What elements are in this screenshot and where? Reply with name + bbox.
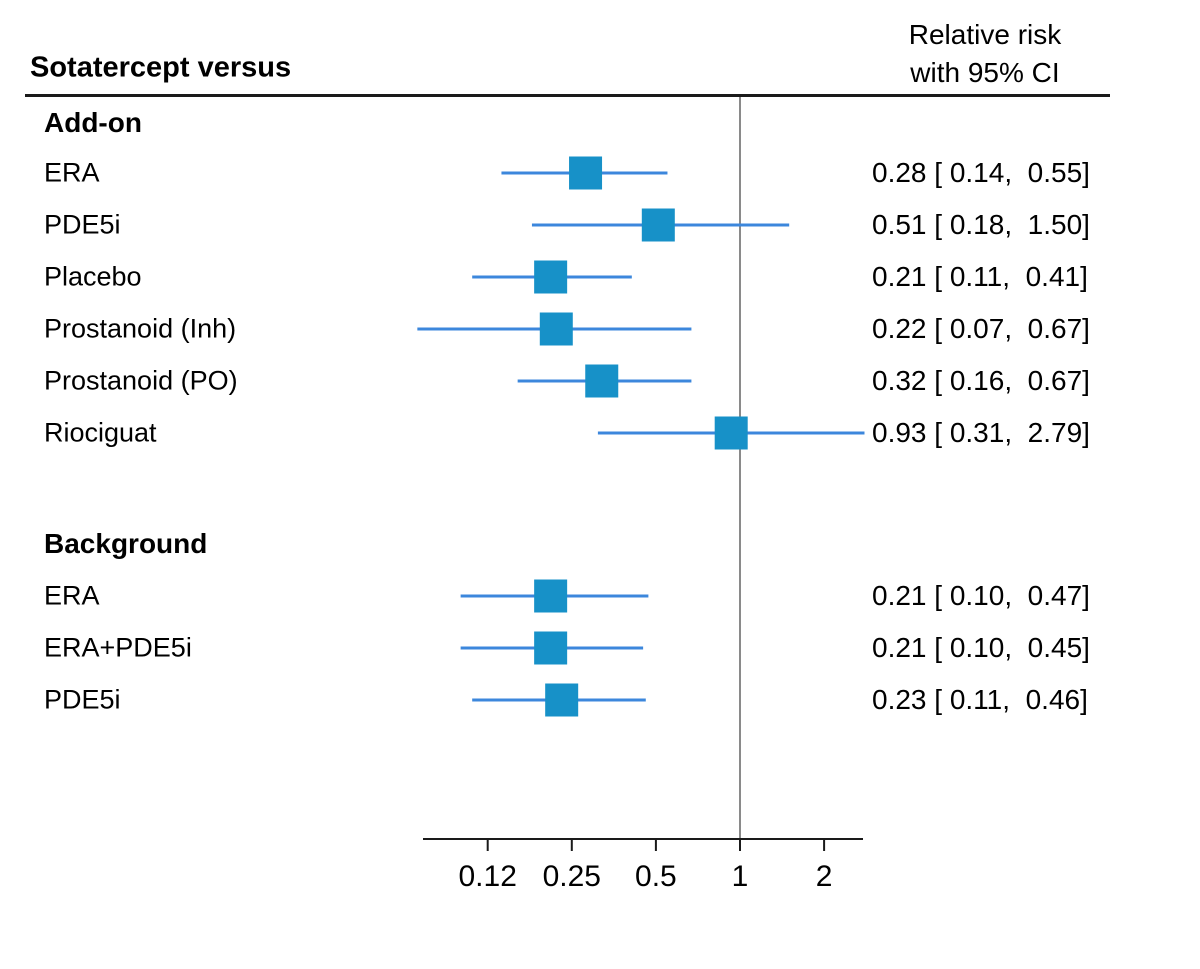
estimate-marker: [534, 579, 568, 613]
row-value: 0.23 [ 0.11, 0.46]: [872, 684, 1088, 715]
plot-title: Sotatercept versus: [30, 51, 292, 84]
axis-tick-label: 0.12: [459, 860, 517, 893]
estimate-marker: [641, 208, 675, 242]
row-value: 0.21 [ 0.11, 0.41]: [872, 261, 1088, 292]
group-header: Add-on: [44, 107, 142, 138]
group-header: Background: [44, 528, 208, 559]
row-label: Placebo: [44, 261, 142, 292]
row-value: 0.21 [ 0.10, 0.45]: [872, 632, 1090, 663]
row-label: ERA: [44, 580, 100, 611]
axis-tick-label: 2: [816, 860, 833, 893]
row-label: ERA: [44, 157, 100, 188]
row-value: 0.21 [ 0.10, 0.47]: [872, 580, 1090, 611]
effect-column-header-line2: with 95% CI: [910, 57, 1060, 88]
row-label: Riociguat: [44, 417, 157, 448]
effect-column-header: Relative risk with 95% CI: [909, 16, 1061, 92]
estimate-marker: [714, 416, 748, 450]
axis-tick-label: 0.5: [635, 860, 677, 893]
row-label: Prostanoid (Inh): [44, 313, 237, 344]
row-value: 0.22 [ 0.07, 0.67]: [872, 313, 1090, 344]
row-value: 0.32 [ 0.16, 0.67]: [872, 365, 1090, 396]
estimate-marker: [545, 683, 579, 717]
row-label: Prostanoid (PO): [44, 365, 238, 396]
estimate-marker: [534, 631, 568, 665]
estimate-marker: [585, 364, 619, 398]
estimate-marker: [539, 312, 573, 346]
row-value: 0.93 [ 0.31, 2.79]: [872, 417, 1090, 448]
effect-column-header-line1: Relative risk: [908, 19, 1062, 50]
row-label: ERA+PDE5i: [44, 632, 192, 663]
estimate-marker: [534, 260, 568, 294]
axis-tick-label: 1: [732, 860, 749, 893]
row-value: 0.51 [ 0.18, 1.50]: [872, 209, 1090, 240]
row-label: PDE5i: [44, 684, 121, 715]
header-rule: [25, 94, 1110, 97]
row-value: 0.28 [ 0.14, 0.55]: [872, 157, 1090, 188]
axis-tick-label: 0.25: [543, 860, 601, 893]
estimate-marker: [569, 156, 603, 190]
row-label: PDE5i: [44, 209, 121, 240]
